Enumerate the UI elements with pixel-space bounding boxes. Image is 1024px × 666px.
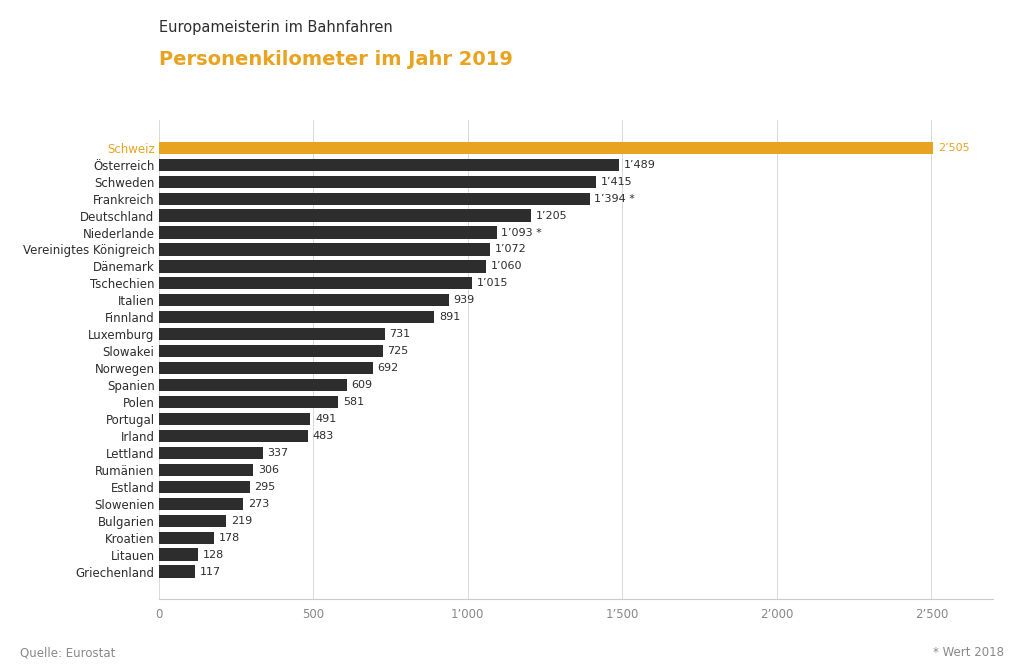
Text: 1’205: 1’205 <box>536 210 567 220</box>
Text: 117: 117 <box>200 567 220 577</box>
Text: Personenkilometer im Jahr 2019: Personenkilometer im Jahr 2019 <box>159 50 513 69</box>
Bar <box>159 464 253 476</box>
Text: 128: 128 <box>203 549 224 559</box>
Text: Quelle: Eurostat: Quelle: Eurostat <box>20 646 116 659</box>
Text: 273: 273 <box>248 499 269 509</box>
Bar <box>159 328 385 340</box>
Text: 219: 219 <box>231 515 252 525</box>
Bar <box>159 362 373 374</box>
Text: 1’415: 1’415 <box>601 176 633 186</box>
Bar <box>159 498 243 509</box>
Text: 891: 891 <box>438 312 460 322</box>
Bar <box>159 531 214 543</box>
Text: 2’505: 2’505 <box>938 143 970 153</box>
Bar <box>159 430 308 442</box>
Text: 491: 491 <box>315 414 336 424</box>
Text: 306: 306 <box>258 465 279 475</box>
Bar <box>159 447 263 459</box>
Text: * Wert 2018: * Wert 2018 <box>933 646 1004 659</box>
Bar <box>159 481 250 493</box>
Bar <box>159 549 199 561</box>
Bar <box>159 176 596 188</box>
Bar <box>159 379 347 391</box>
Text: 295: 295 <box>255 482 275 492</box>
Bar <box>159 515 226 527</box>
Bar <box>159 226 497 238</box>
Text: 1’394 *: 1’394 * <box>594 194 635 204</box>
Text: 1’072: 1’072 <box>495 244 526 254</box>
Text: 731: 731 <box>389 329 411 339</box>
Text: 725: 725 <box>387 346 409 356</box>
Text: 581: 581 <box>343 397 365 407</box>
Text: 939: 939 <box>454 295 475 305</box>
Text: 1’060: 1’060 <box>490 262 522 272</box>
Text: 178: 178 <box>218 533 240 543</box>
Text: 483: 483 <box>312 431 334 441</box>
Bar <box>159 243 490 256</box>
Bar <box>159 565 195 577</box>
Text: 1’489: 1’489 <box>624 160 655 170</box>
Bar <box>159 142 933 154</box>
Text: 1’093 *: 1’093 * <box>501 228 542 238</box>
Text: 1’015: 1’015 <box>477 278 509 288</box>
Bar <box>159 260 486 272</box>
Bar <box>159 396 338 408</box>
Bar <box>159 294 449 306</box>
Text: 692: 692 <box>377 363 398 373</box>
Bar <box>159 192 590 204</box>
Bar <box>159 345 383 357</box>
Bar <box>159 413 310 425</box>
Bar <box>159 159 618 170</box>
Text: Europameisterin im Bahnfahren: Europameisterin im Bahnfahren <box>159 20 392 35</box>
Text: 609: 609 <box>351 380 373 390</box>
Bar <box>159 311 434 324</box>
Text: 337: 337 <box>267 448 289 458</box>
Bar <box>159 277 472 290</box>
Bar <box>159 210 531 222</box>
